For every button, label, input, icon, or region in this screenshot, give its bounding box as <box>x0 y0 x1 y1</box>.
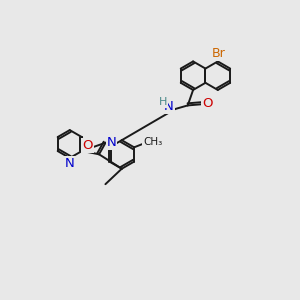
Text: O: O <box>82 139 93 152</box>
Text: Br: Br <box>212 47 225 61</box>
Text: N: N <box>164 100 174 113</box>
Text: CH₃: CH₃ <box>143 137 163 147</box>
Text: O: O <box>202 97 213 110</box>
Text: N: N <box>64 158 74 170</box>
Text: H: H <box>159 98 167 107</box>
Text: N: N <box>106 136 116 148</box>
